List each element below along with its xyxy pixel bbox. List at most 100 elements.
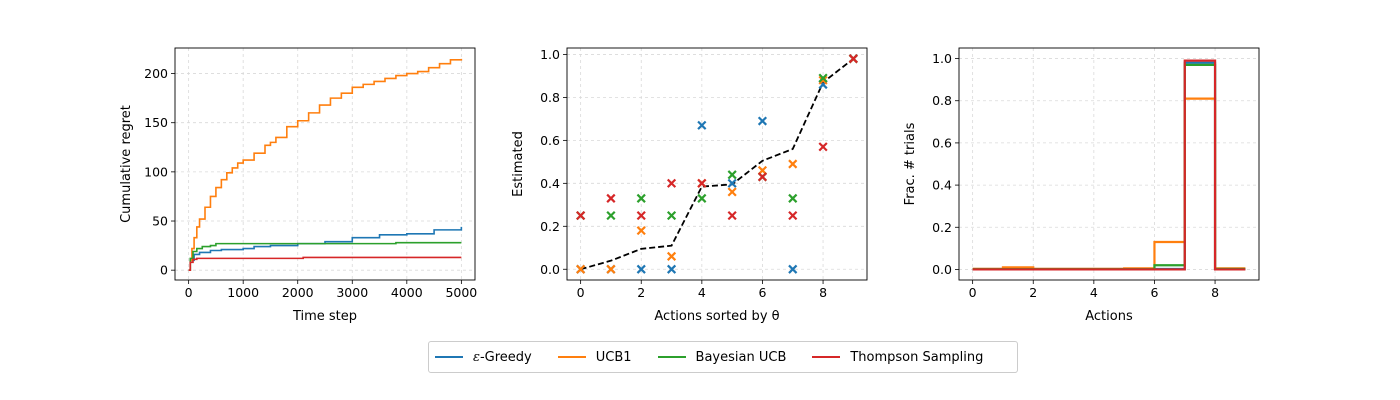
point-stroke: [606, 210, 616, 221]
point-stroke: [606, 264, 616, 274]
point-ucb1: [606, 264, 616, 274]
legend-swatch-ucb1: [557, 356, 586, 358]
y-tick-label: 0.0: [540, 262, 560, 277]
y-tick-label: 1.0: [540, 47, 560, 62]
point-stroke: [636, 193, 646, 203]
point-stroke: [636, 264, 646, 274]
x-tick-label: 4000: [391, 285, 423, 300]
series-line-thompson-sampling: [188, 256, 462, 271]
x-tick-label: 2: [1029, 285, 1037, 300]
legend-item-bayesian-ucb: Bayesian UCB: [657, 350, 786, 365]
point-ucb1: [727, 187, 737, 197]
point-stroke: [788, 193, 798, 203]
point-stroke: [666, 264, 677, 274]
point-stroke: [727, 178, 737, 188]
x-tick-label: 0: [969, 285, 977, 300]
y-tick-label: 0.0: [932, 262, 952, 277]
y-tick-label: 50: [152, 214, 168, 229]
x-tick-label: 4: [1090, 285, 1098, 300]
point-stroke: [666, 251, 677, 261]
point-stroke: [727, 170, 737, 180]
legend-label-eps-greedy: ε-Greedy: [473, 349, 532, 365]
true-theta-line: [580, 58, 854, 271]
series-step-ucb1: [972, 97, 1246, 270]
y-tick-label: 0.8: [932, 93, 952, 108]
chart-panel-2: 0 2 4 6 8 0.0 0.2 0.4 0.6 0.8 1.0 Actions sorted by…: [511, 47, 868, 324]
legend-swatch-eps-greedy: [435, 356, 463, 358]
y-axis-label: Frac. # trials: [903, 122, 918, 205]
x-axis-label: Actions sorted by θ: [654, 309, 779, 324]
x-axis-label: Actions: [1085, 309, 1133, 324]
point-thompson-sampling: [788, 210, 798, 221]
point-stroke: [757, 116, 768, 126]
y-tick-label: 100: [144, 164, 168, 179]
x-tick-label: 0: [577, 285, 585, 300]
point-stroke: [576, 264, 586, 274]
y-tick-label: 0.6: [932, 135, 952, 150]
series-line-bayesian-ucb: [188, 241, 462, 271]
legend-item-thompson-sampling: Thompson Sampling: [812, 350, 983, 365]
legend: ε-Greedy UCB1 Bayesian UCB Thompson Samp…: [428, 341, 1018, 373]
series-step-bayesian-ucb: [972, 63, 1246, 271]
point-stroke: [666, 178, 677, 188]
x-tick-label: 8: [819, 285, 827, 300]
point-ucb1: [636, 226, 646, 236]
point-stroke: [727, 187, 737, 197]
plot-area: [576, 54, 858, 274]
point-ucb1: [576, 264, 586, 274]
point-stroke: [727, 210, 737, 221]
point-ucb1: [818, 75, 828, 85]
point-stroke: [788, 264, 798, 274]
y-axis-label: Cumulative regret: [119, 105, 134, 223]
y-axis-label: Estimated: [511, 131, 526, 197]
point-greedy: [727, 178, 737, 188]
point-thompson-sampling: [727, 210, 737, 221]
chart-panel-3: 0 2 4 6 8 0.0 0.2 0.4 0.6 0.8 1.0 Actions Frac. # tr…: [903, 47, 1260, 324]
point-stroke: [818, 75, 828, 85]
point-stroke: [636, 210, 646, 221]
x-tick-label: 5000: [445, 285, 477, 300]
point-bayesian-ucb: [727, 170, 737, 180]
point-thompson-sampling: [636, 210, 646, 221]
point-greedy: [697, 120, 707, 130]
legend-label-thompson-sampling: Thompson Sampling: [850, 349, 984, 365]
point-stroke: [697, 193, 707, 203]
x-tick-label: 3000: [336, 285, 368, 300]
plot-frame: [174, 47, 476, 281]
y-tick-label: 0.2: [932, 220, 952, 235]
series-step-greedy: [972, 61, 1246, 271]
x-axis-label: Time step: [292, 309, 357, 324]
legend-swatch-thompson-sampling: [812, 356, 841, 358]
plot-area: [972, 59, 1246, 271]
point-bayesian-ucb: [666, 210, 677, 221]
point-stroke: [576, 210, 586, 221]
y-tick-label: 0.4: [540, 176, 560, 191]
legend-item-ucb1: UCB1: [557, 350, 632, 365]
point-thompson-sampling: [697, 178, 707, 188]
point-thompson-sampling: [666, 178, 677, 188]
point-greedy: [788, 264, 798, 274]
series-line-greedy: [188, 226, 463, 271]
point-stroke: [848, 54, 858, 64]
point-thompson-sampling: [757, 172, 768, 182]
point-stroke: [636, 226, 646, 236]
point-bayesian-ucb: [788, 193, 798, 203]
x-tick-label: 6: [1150, 285, 1158, 300]
series-line-ucb1: [188, 58, 463, 271]
point-stroke: [606, 193, 616, 203]
x-tick-label: 1000: [227, 285, 259, 300]
plot-frame: [958, 47, 1260, 281]
point-thompson-sampling: [576, 210, 586, 221]
point-stroke: [697, 178, 707, 188]
y-tick-label: 0.4: [932, 178, 952, 193]
y-tick-label: 0.2: [540, 219, 560, 234]
point-thompson-sampling: [848, 54, 858, 64]
plot-frame: [566, 47, 868, 281]
point-stroke: [697, 120, 707, 130]
x-tick-label: 0: [185, 285, 193, 300]
point-stroke: [666, 210, 677, 221]
point-greedy: [636, 264, 646, 274]
x-tick-label: 2: [637, 285, 645, 300]
point-ucb1: [666, 251, 677, 261]
